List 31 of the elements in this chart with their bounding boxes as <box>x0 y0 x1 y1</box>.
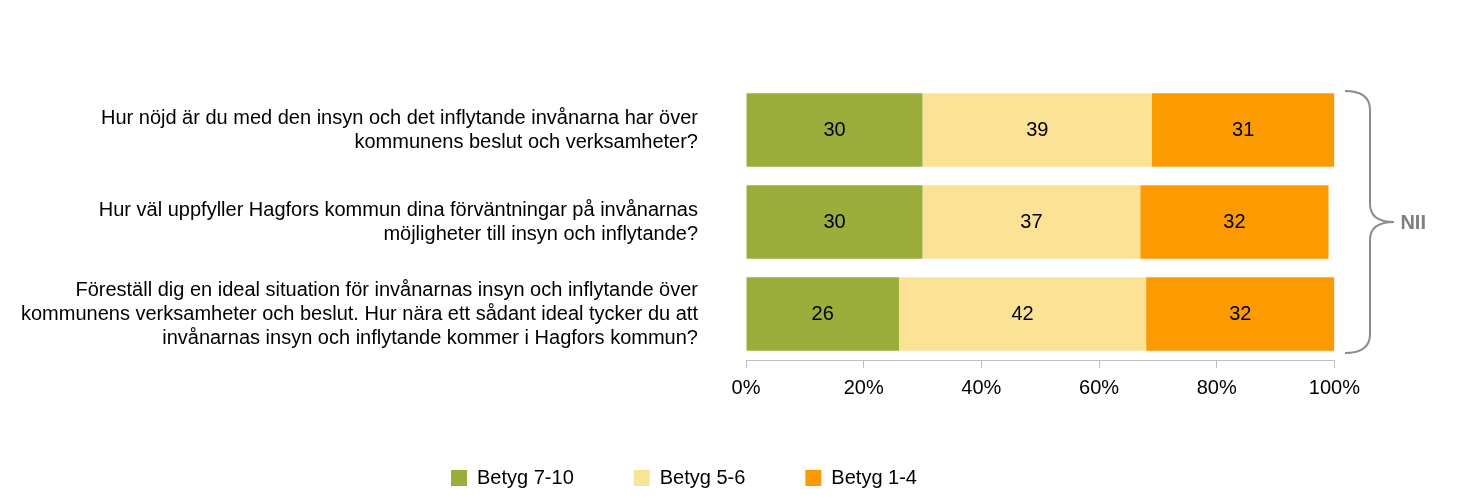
data-label: 39 <box>1026 117 1049 140</box>
bar <box>922 93 1153 167</box>
x-tick-label: 20% <box>843 375 884 398</box>
bar <box>922 185 1141 259</box>
data-label: 30 <box>823 117 846 140</box>
y-tick-label: Föreställ dig en ideal situation för invånarnas insyn och inflytande över kommunens verksamheter och beslut. Hur nära ett sådant ideal tycker du att invånarnas insyn och inflytande kommer i Hagfors kommun? <box>20 277 699 348</box>
bar <box>746 277 899 351</box>
text: NII <box>1400 210 1426 234</box>
data-label: 32 <box>1223 209 1246 232</box>
bar <box>1140 185 1329 259</box>
legend-label: Betyg 7-10 <box>477 465 574 488</box>
bar <box>898 277 1147 351</box>
bar <box>746 93 923 167</box>
x-tick-label: 80% <box>1196 375 1237 398</box>
data-label: 32 <box>1229 301 1252 324</box>
x-tick-label: 40% <box>961 375 1002 398</box>
bar <box>746 185 923 259</box>
bar <box>1152 93 1335 167</box>
y-tick-label: Hur nöjd är du med den insyn och det inflytande invånarna har över kommunens beslut och verksamheter? <box>100 105 699 152</box>
y-tick-label: Hur väl uppfyller Hagfors kommun dina förväntningar på invånarnas möjligheter till insyn och inflytande? <box>98 197 698 244</box>
legend-label: Betyg 1-4 <box>831 465 917 488</box>
x-tick-label: 100% <box>1308 375 1361 398</box>
x-tick-label: 60% <box>1079 375 1120 398</box>
data-label: 26 <box>811 301 834 324</box>
data-label: 42 <box>1011 301 1034 324</box>
data-label: 30 <box>823 209 846 232</box>
x-tick-label: 0% <box>731 375 761 398</box>
legend-label: Betyg 5-6 <box>659 465 746 488</box>
data-label: 37 <box>1020 209 1043 232</box>
bar <box>1146 277 1335 351</box>
data-label: 31 <box>1232 117 1255 140</box>
